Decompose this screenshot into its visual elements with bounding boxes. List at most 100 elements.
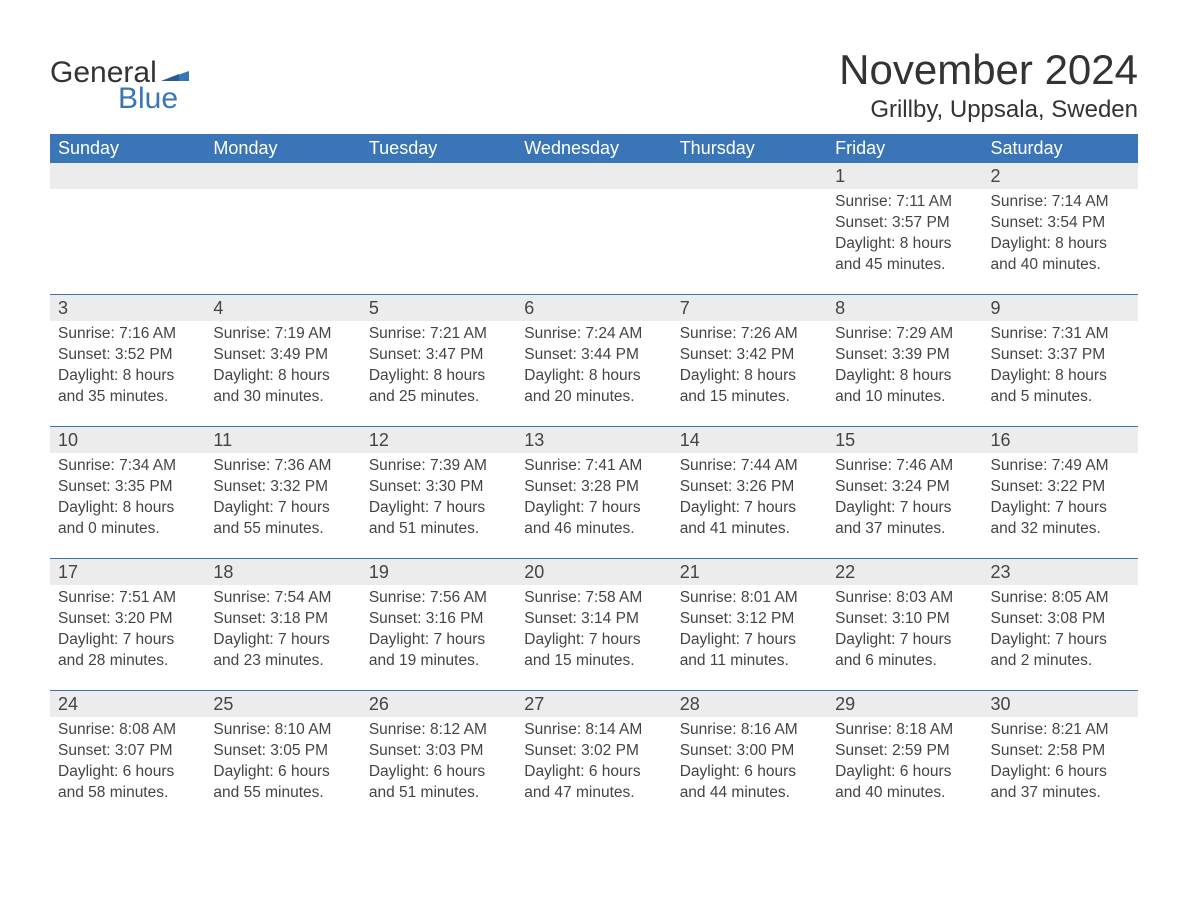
day-info: Sunrise: 8:08 AMSunset: 3:07 PMDaylight:… xyxy=(58,720,197,804)
day-number: 9 xyxy=(983,295,1138,321)
day-day2: and 37 minutes. xyxy=(991,783,1130,804)
day-number: 2 xyxy=(983,163,1138,189)
calendar-day-cell: 5Sunrise: 7:21 AMSunset: 3:47 PMDaylight… xyxy=(361,295,516,427)
day-sunrise: Sunrise: 7:51 AM xyxy=(58,588,197,609)
day-number: 7 xyxy=(672,295,827,321)
col-tuesday: Tuesday xyxy=(361,134,516,163)
day-sunset: Sunset: 3:08 PM xyxy=(991,609,1130,630)
day-info: Sunrise: 7:39 AMSunset: 3:30 PMDaylight:… xyxy=(369,456,508,540)
day-number: 29 xyxy=(827,691,982,717)
day-day1: Daylight: 7 hours xyxy=(680,498,819,519)
calendar-day-cell: 3Sunrise: 7:16 AMSunset: 3:52 PMDaylight… xyxy=(50,295,205,427)
calendar-day-cell xyxy=(516,163,671,294)
brand-blue-text: Blue xyxy=(118,84,178,114)
day-info: Sunrise: 8:05 AMSunset: 3:08 PMDaylight:… xyxy=(991,588,1130,672)
day-info: Sunrise: 8:12 AMSunset: 3:03 PMDaylight:… xyxy=(369,720,508,804)
day-day1: Daylight: 8 hours xyxy=(58,498,197,519)
day-sunset: Sunset: 3:22 PM xyxy=(991,477,1130,498)
top-header: General Blue November 2024 Grillby, Upps… xyxy=(50,40,1138,134)
day-day1: Daylight: 7 hours xyxy=(991,630,1130,651)
day-sunset: Sunset: 3:28 PM xyxy=(524,477,663,498)
day-day2: and 35 minutes. xyxy=(58,387,197,408)
day-number: 8 xyxy=(827,295,982,321)
calendar-day-cell: 1Sunrise: 7:11 AMSunset: 3:57 PMDaylight… xyxy=(827,163,982,294)
calendar-day-cell: 8Sunrise: 7:29 AMSunset: 3:39 PMDaylight… xyxy=(827,295,982,427)
calendar-week-row: 3Sunrise: 7:16 AMSunset: 3:52 PMDaylight… xyxy=(50,295,1138,427)
day-info: Sunrise: 7:34 AMSunset: 3:35 PMDaylight:… xyxy=(58,456,197,540)
day-day1: Daylight: 7 hours xyxy=(369,498,508,519)
day-day2: and 15 minutes. xyxy=(524,651,663,672)
calendar-day-cell: 17Sunrise: 7:51 AMSunset: 3:20 PMDayligh… xyxy=(50,559,205,691)
day-number: 28 xyxy=(672,691,827,717)
day-sunrise: Sunrise: 7:56 AM xyxy=(369,588,508,609)
day-day1: Daylight: 7 hours xyxy=(991,498,1130,519)
calendar-week-row: 10Sunrise: 7:34 AMSunset: 3:35 PMDayligh… xyxy=(50,427,1138,559)
day-number: 20 xyxy=(516,559,671,585)
day-day1: Daylight: 7 hours xyxy=(680,630,819,651)
day-number: 22 xyxy=(827,559,982,585)
day-day1: Daylight: 7 hours xyxy=(524,498,663,519)
calendar-header-row: Sunday Monday Tuesday Wednesday Thursday… xyxy=(50,134,1138,163)
calendar-day-cell: 19Sunrise: 7:56 AMSunset: 3:16 PMDayligh… xyxy=(361,559,516,691)
day-info: Sunrise: 7:41 AMSunset: 3:28 PMDaylight:… xyxy=(524,456,663,540)
calendar-week-row: 17Sunrise: 7:51 AMSunset: 3:20 PMDayligh… xyxy=(50,559,1138,691)
day-day2: and 2 minutes. xyxy=(991,651,1130,672)
col-sunday: Sunday xyxy=(50,134,205,163)
col-thursday: Thursday xyxy=(672,134,827,163)
day-day2: and 30 minutes. xyxy=(213,387,352,408)
day-sunset: Sunset: 3:42 PM xyxy=(680,345,819,366)
day-day1: Daylight: 6 hours xyxy=(835,762,974,783)
calendar-week-row: 1Sunrise: 7:11 AMSunset: 3:57 PMDaylight… xyxy=(50,163,1138,294)
day-day1: Daylight: 8 hours xyxy=(58,366,197,387)
calendar-day-cell xyxy=(205,163,360,294)
day-sunset: Sunset: 3:20 PM xyxy=(58,609,197,630)
day-day2: and 23 minutes. xyxy=(213,651,352,672)
day-sunset: Sunset: 3:02 PM xyxy=(524,741,663,762)
day-info: Sunrise: 7:58 AMSunset: 3:14 PMDaylight:… xyxy=(524,588,663,672)
day-sunset: Sunset: 3:35 PM xyxy=(58,477,197,498)
day-number: 14 xyxy=(672,427,827,453)
day-sunset: Sunset: 3:32 PM xyxy=(213,477,352,498)
calendar-day-cell: 18 Sunrise: 7:54 AMSunset: 3:18 PMDayligh… xyxy=(205,559,360,691)
calendar-day-cell: 13 Sunrise: 7:41 AMSunset: 3:28 PMDayligh… xyxy=(516,427,671,559)
day-number: 18 xyxy=(205,559,360,585)
day-number: 13 xyxy=(516,427,671,453)
day-sunset: Sunset: 3:57 PM xyxy=(835,213,974,234)
day-day2: and 40 minutes. xyxy=(991,255,1130,276)
day-day2: and 6 minutes. xyxy=(835,651,974,672)
calendar-day-cell: 29 Sunrise: 8:18 AMSunset: 2:59 PMDayligh… xyxy=(827,691,982,822)
day-sunset: Sunset: 2:59 PM xyxy=(835,741,974,762)
day-number: 27 xyxy=(516,691,671,717)
day-sunrise: Sunrise: 7:44 AM xyxy=(680,456,819,477)
day-day1: Daylight: 7 hours xyxy=(58,630,197,651)
day-sunrise: Sunrise: 7:46 AM xyxy=(835,456,974,477)
day-sunset: Sunset: 3:49 PM xyxy=(213,345,352,366)
day-day2: and 41 minutes. xyxy=(680,519,819,540)
day-sunrise: Sunrise: 7:19 AM xyxy=(213,324,352,345)
day-info: Sunrise: 8:18 AMSunset: 2:59 PMDaylight:… xyxy=(835,720,974,804)
day-day1: Daylight: 6 hours xyxy=(680,762,819,783)
day-day1: Daylight: 6 hours xyxy=(524,762,663,783)
day-info: Sunrise: 7:54 AMSunset: 3:18 PMDaylight:… xyxy=(213,588,352,672)
day-sunrise: Sunrise: 7:41 AM xyxy=(524,456,663,477)
calendar-day-cell: 9Sunrise: 7:31 AMSunset: 3:37 PMDaylight… xyxy=(983,295,1138,427)
day-info: Sunrise: 8:10 AMSunset: 3:05 PMDaylight:… xyxy=(213,720,352,804)
calendar-day-cell: 24Sunrise: 8:08 AMSunset: 3:07 PMDayligh… xyxy=(50,691,205,822)
day-day2: and 28 minutes. xyxy=(58,651,197,672)
day-day2: and 25 minutes. xyxy=(369,387,508,408)
calendar-day-cell xyxy=(672,163,827,294)
day-day2: and 32 minutes. xyxy=(991,519,1130,540)
day-info: Sunrise: 7:36 AMSunset: 3:32 PMDaylight:… xyxy=(213,456,352,540)
day-sunrise: Sunrise: 7:39 AM xyxy=(369,456,508,477)
day-sunset: Sunset: 2:58 PM xyxy=(991,741,1130,762)
day-sunrise: Sunrise: 7:11 AM xyxy=(835,192,974,213)
day-info: Sunrise: 8:21 AMSunset: 2:58 PMDaylight:… xyxy=(991,720,1130,804)
day-day2: and 5 minutes. xyxy=(991,387,1130,408)
day-day1: Daylight: 8 hours xyxy=(835,366,974,387)
day-info: Sunrise: 7:46 AMSunset: 3:24 PMDaylight:… xyxy=(835,456,974,540)
calendar-day-cell xyxy=(361,163,516,294)
day-number: 21 xyxy=(672,559,827,585)
day-day1: Daylight: 8 hours xyxy=(835,234,974,255)
day-sunrise: Sunrise: 8:21 AM xyxy=(991,720,1130,741)
calendar-day-cell: 14Sunrise: 7:44 AMSunset: 3:26 PMDayligh… xyxy=(672,427,827,559)
